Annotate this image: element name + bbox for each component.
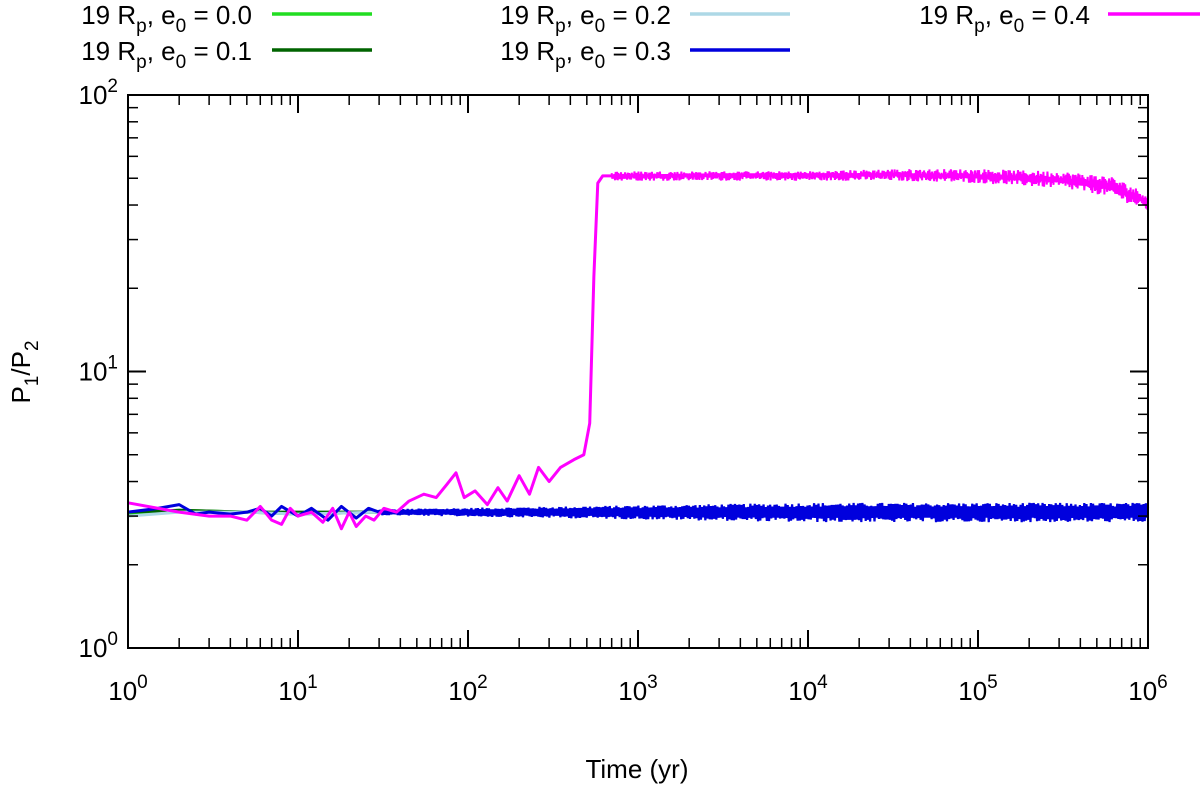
series-band-4 <box>610 169 1149 210</box>
y-label-sub1: 1 <box>22 376 43 387</box>
series-4 <box>127 169 1149 531</box>
series-line-4 <box>127 173 1149 531</box>
x-tick-label: 103 <box>618 672 658 706</box>
x-axis-label: Time (yr) <box>585 754 688 784</box>
y-label-mid: /P <box>6 351 36 376</box>
y-tick-label: 101 <box>79 353 119 387</box>
series-band-3 <box>378 502 1150 523</box>
plot-series <box>127 169 1150 531</box>
y-tick-label: 102 <box>79 76 119 110</box>
x-tick-label: 104 <box>788 672 828 706</box>
x-tick-label: 106 <box>1128 672 1168 706</box>
legend-entry-3: 19 Rp, e0 = 0.3 <box>500 36 790 73</box>
x-tick-label: 102 <box>448 672 488 706</box>
y-axis-label: P1/P2 <box>6 340 43 403</box>
x-tick-label: 100 <box>108 672 148 706</box>
legend-label: 19 Rp, e0 = 0.4 <box>919 0 1090 37</box>
y-label-base: P <box>6 386 36 403</box>
legend-entry-1: 19 Rp, e0 = 0.1 <box>81 36 372 73</box>
legend-label: 19 Rp, e0 = 0.3 <box>500 36 671 73</box>
legend-entry-4: 19 Rp, e0 = 0.4 <box>919 0 1200 37</box>
legend-label: 19 Rp, e0 = 0.0 <box>81 0 252 37</box>
legend-entry-2: 19 Rp, e0 = 0.2 <box>500 0 790 37</box>
y-label-sub2: 2 <box>22 340 43 351</box>
x-tick-label: 105 <box>958 672 998 706</box>
ticks <box>127 94 1149 649</box>
y-tick-label: 100 <box>79 629 119 663</box>
x-tick-label: 101 <box>278 672 318 706</box>
legend-label: 19 Rp, e0 = 0.1 <box>81 36 252 73</box>
legend-label: 19 Rp, e0 = 0.2 <box>500 0 671 37</box>
legend-entry-0: 19 Rp, e0 = 0.0 <box>81 0 372 37</box>
tick-labels: 100 101 102 103 104 105 106 100 101 102 <box>79 76 1168 706</box>
legend: 19 Rp, e0 = 0.019 Rp, e0 = 0.1 19 Rp, e0 … <box>81 0 1200 73</box>
